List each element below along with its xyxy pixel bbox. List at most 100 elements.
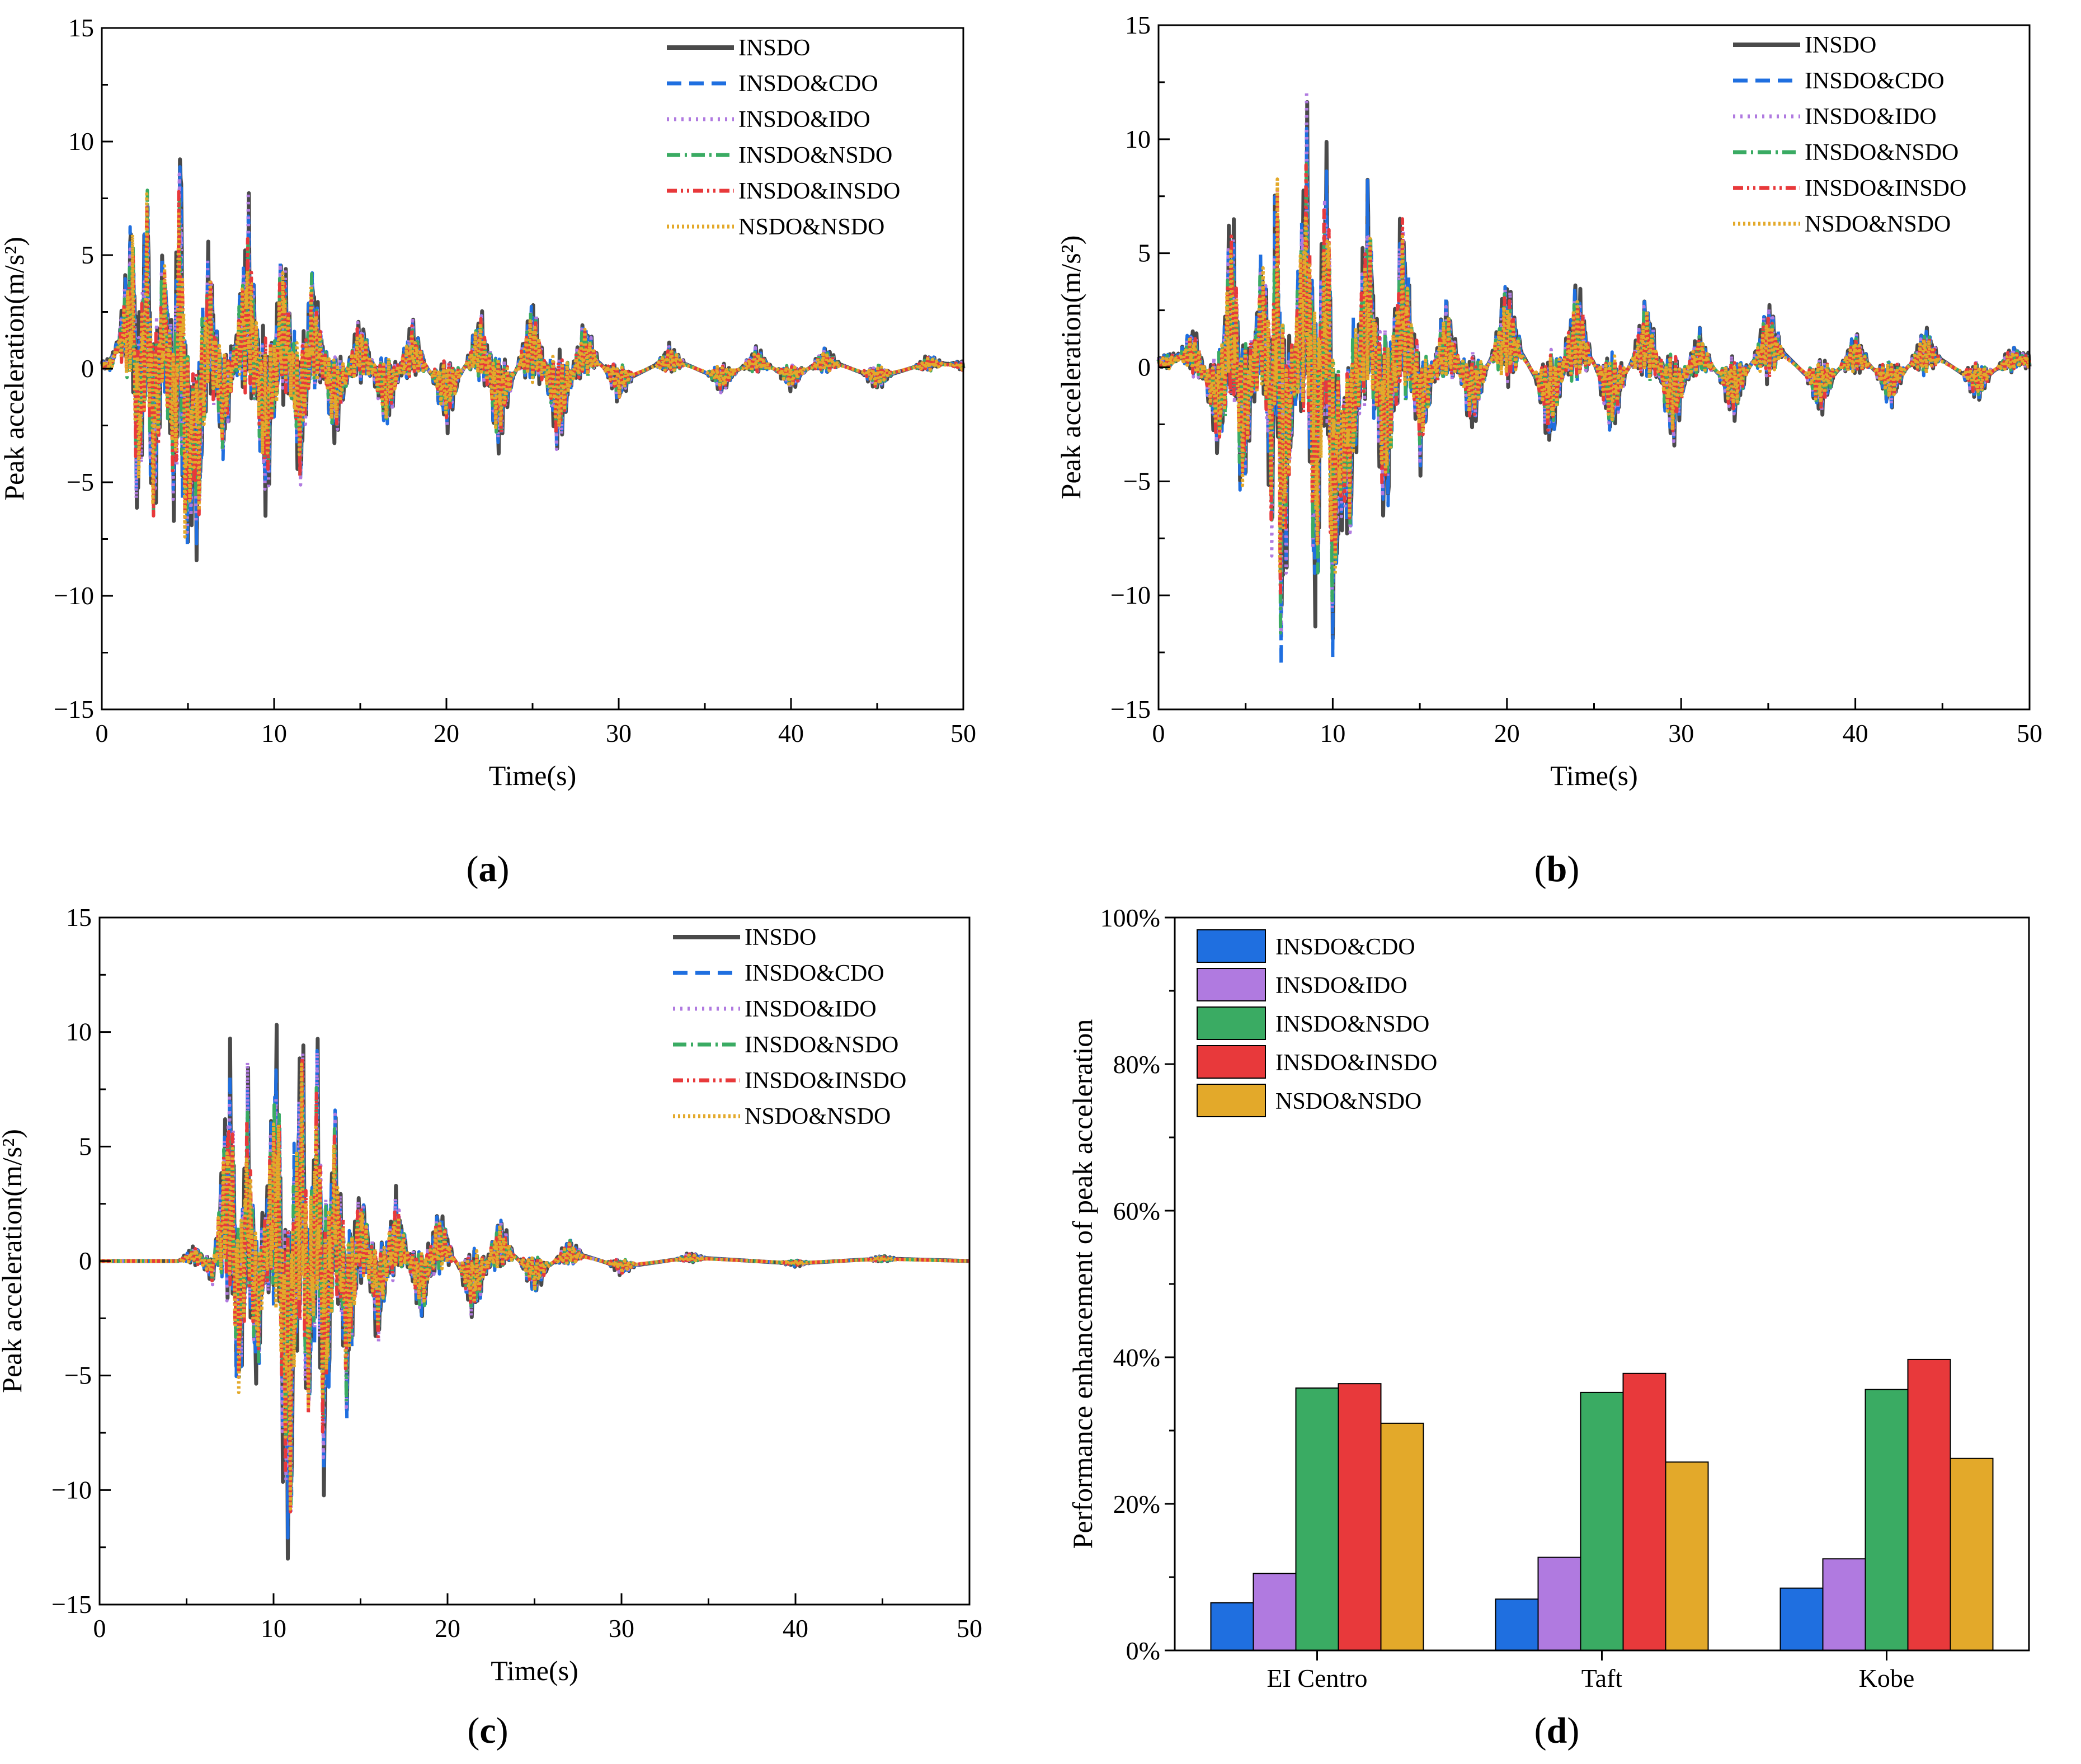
legend-label-nsdo-and-nsdo: NSDO&NSDO [745,1104,891,1130]
y-tick-label: 15 [68,13,94,42]
y-tick-label: 100% [1100,904,1160,932]
bar-insdo-and-insdo-ei-centro [1338,1383,1382,1651]
x-axis-label: Time(s) [489,760,577,791]
x-tick-label: 0 [96,719,109,747]
legend-label-insdo-and-insdo: INSDO&INSDO [738,178,900,204]
y-axis-label: Peak acceleration(m/s²) [1055,236,1086,500]
legend-label-insdo-and-insdo: INSDO&INSDO [1805,176,1966,201]
bar-insdo-and-cdo-taft [1495,1598,1539,1652]
series-line-nsdo-and-nsdo [101,192,964,539]
legend-swatch-insdo-and-insdo [1197,1045,1266,1079]
y-tick-label: 60% [1113,1197,1160,1225]
legend-label-nsdo-and-nsdo: NSDO&NSDO [1275,1089,1421,1114]
x-tick-label: 40 [1843,719,1868,747]
bar-insdo-and-insdo-taft [1622,1372,1666,1652]
x-tick-label: 30 [606,719,632,747]
y-tick-label: 10 [1125,125,1151,153]
legend-swatch-insdo-and-nsdo [1197,1006,1266,1040]
y-tick-label: 0% [1126,1636,1160,1665]
y-tick-label: 15 [1125,11,1151,39]
x-tick-label: 20 [434,719,459,747]
bar-nsdo-and-nsdo-kobe [1950,1457,1994,1652]
x-tick-label: 10 [261,719,287,747]
series-line-nsdo-and-nsdo [1157,177,2031,577]
bar-insdo-and-insdo-kobe [1907,1358,1951,1651]
y-tick-label: 40% [1113,1343,1160,1372]
legend-label-insdo-and-ido: INSDO&IDO [745,996,877,1022]
y-tick-label: 15 [66,903,92,932]
bar-insdo-and-nsdo-taft [1580,1391,1624,1651]
legend-label-nsdo-and-nsdo: NSDO&NSDO [738,214,884,240]
panel-label-c: (c) [467,1710,508,1751]
y-tick-label: 10 [68,127,94,156]
plot-area [98,1023,971,1561]
plot-area [1156,89,2032,667]
x-tick-label: 10 [261,1614,286,1643]
y-tick-label: 0 [81,354,94,383]
y-tick-label: −5 [1123,467,1151,495]
legend-swatch-insdo-and-cdo [1197,929,1266,963]
bar-insdo-and-cdo-kobe [1779,1587,1824,1651]
legend-label-nsdo-and-nsdo: NSDO&NSDO [1805,211,1951,237]
y-tick-label: 20% [1113,1490,1160,1518]
panel-d-bar-chart: EI Centro Taft Kobe 0% 20% 40% 60% 80% 100% Perfo… [1067,904,2030,1692]
legend-label-insdo-and-nsdo: INSDO&NSDO [1275,1012,1429,1037]
bar-insdo-and-nsdo-kobe [1865,1389,1909,1651]
x-tick-label: 20 [435,1614,460,1643]
legend-label-insdo-and-insdo: INSDO&INSDO [745,1068,906,1094]
y-axis-label: Peak acceleration(m/s²) [0,237,30,501]
legend-label-insdo-and-nsdo: INSDO&NSDO [1805,140,1958,166]
bar-insdo-and-ido-kobe [1822,1558,1866,1651]
legend-label-insdo: INSDO [745,925,816,951]
legend-label-insdo: INSDO [1805,32,1876,58]
series-line-nsdo-and-nsdo [98,1062,971,1511]
y-tick-label: 80% [1113,1050,1160,1079]
panel-c-acceleration-chart: 0 10 20 30 40 50 −15 −10 −5 0 5 10 15 Time(s) Peak acc… [0,903,982,1686]
y-tick-label: 5 [79,1132,92,1160]
y-tick-label: −15 [51,1590,92,1619]
x-tick-label: 10 [1320,719,1345,747]
panel-label-b: (b) [1534,849,1580,890]
x-tick-label: 50 [2017,719,2042,747]
x-tick-label: EI Centro [1267,1664,1367,1692]
y-axis-label: Performance enhancement of peak accelera… [1067,1019,1098,1549]
x-tick-label: 0 [1152,719,1165,747]
bar-nsdo-and-nsdo-ei-centro [1380,1422,1424,1651]
x-tick-label: 30 [1668,719,1694,747]
x-axis-label: Time(s) [491,1655,578,1686]
legend-label-insdo-and-ido: INSDO&IDO [1275,973,1407,999]
panel-a-acceleration-chart: 0 10 20 30 40 50 −15 −10 −5 0 5 10 15 Time(s) Peak acc… [0,13,976,791]
y-tick-label: 5 [81,241,94,269]
legend-label-insdo-and-cdo: INSDO&CDO [738,71,878,97]
y-tick-label: −10 [1110,581,1151,609]
y-axis-label: Peak acceleration(m/s²) [0,1129,27,1393]
y-tick-label: 0 [1138,353,1151,382]
x-tick-label: 50 [957,1614,982,1643]
y-tick-label: −15 [54,695,94,723]
x-tick-label: Taft [1581,1664,1623,1692]
bar-nsdo-and-nsdo-taft [1665,1461,1709,1652]
x-tick-label: 30 [609,1614,634,1643]
bar-insdo-and-ido-ei-centro [1253,1573,1297,1651]
y-tick-label: 10 [66,1018,92,1046]
x-tick-label: 50 [950,719,976,747]
x-tick-label: 20 [1494,719,1520,747]
x-tick-label: 40 [778,719,804,747]
y-tick-label: 0 [79,1246,92,1275]
x-axis-label: Time(s) [1550,760,1638,791]
plot-area [100,157,966,562]
panel-b-acceleration-chart: 0 10 20 30 40 50 −15 −10 −5 0 5 10 15 Time(s) Peak acc… [1055,11,2042,791]
legend-label-insdo-and-insdo: INSDO&INSDO [1275,1050,1437,1076]
x-tick-label: Kobe [1859,1664,1915,1692]
y-tick-label: −5 [64,1361,92,1390]
x-tick-label: 0 [93,1614,106,1643]
y-tick-label: 5 [1138,239,1151,267]
legend-label-insdo-and-cdo: INSDO&CDO [1805,68,1945,94]
legend-label-insdo-and-ido: INSDO&IDO [1805,104,1937,130]
y-tick-label: −10 [51,1475,92,1504]
legend-swatch-insdo-and-ido [1197,968,1266,1001]
bar-insdo-and-cdo-ei-centro [1210,1602,1254,1652]
bar-insdo-and-nsdo-ei-centro [1295,1387,1339,1652]
x-tick-label: 40 [783,1614,808,1643]
legend-label-insdo-and-cdo: INSDO&CDO [1275,934,1415,960]
